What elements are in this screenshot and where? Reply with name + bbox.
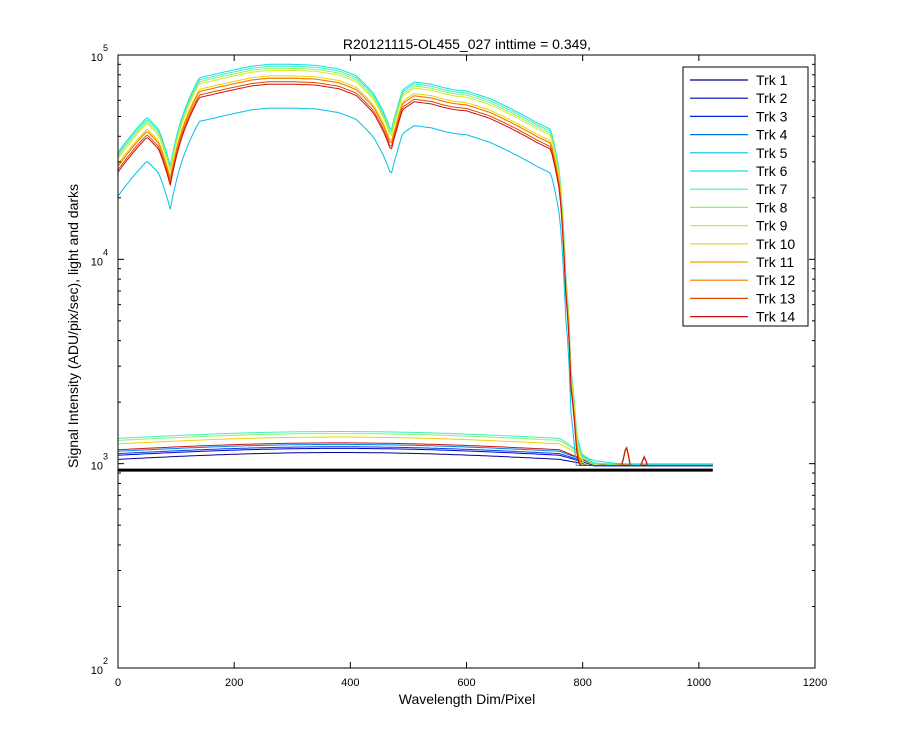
plot-area [117,63,713,472]
dark-track-line [117,431,713,465]
legend-label: Trk 14 [756,309,795,325]
legend-label: Trk 8 [756,199,788,215]
x-tick-label: 1200 [803,677,827,689]
legend-label: Trk 1 [756,72,788,88]
legend-box [682,66,809,327]
track-line-trk-6 [117,63,713,466]
y-tick-label-base: 10 [91,52,103,64]
y-tick-label-exponent: 4 [103,247,108,257]
x-tick-label: 1000 [687,677,711,689]
legend-label: Trk 3 [756,108,788,124]
legend: Trk 1 Trk 2 Trk 3 Trk 4 Trk 5 Trk 6 Trk 7 Trk 8… [682,66,809,327]
y-tick-label-exponent: 2 [103,656,108,666]
x-axis-label: Wavelength Dim/Pixel [399,691,535,707]
legend-label: Trk 7 [756,181,788,197]
y-tick-label-base: 10 [91,256,103,268]
legend-label: Trk 5 [756,145,788,161]
chart-title: R20121115-OL455_027 inttime = 0.349, [343,36,591,52]
legend-label: Trk 10 [756,236,795,252]
x-axis: 0 200 400 600 800 1000 1200 [115,55,827,689]
y-tick-label-exponent: 5 [103,43,108,53]
legend-label: Trk 13 [756,290,795,306]
x-tick-label: 200 [225,677,243,689]
legend-label: Trk 12 [756,272,795,288]
legend-label: Trk 4 [756,127,788,143]
legend-label: Trk 6 [756,163,788,179]
y-tick-label-base: 10 [91,461,103,473]
x-tick-label: 0 [115,677,121,689]
legend-label: Trk 9 [756,218,788,234]
legend-label: Trk 11 [756,254,794,270]
y-tick-label-base: 10 [91,665,103,677]
y-tick-label-exponent: 3 [103,452,108,462]
x-tick-label: 800 [573,677,591,689]
x-tick-label: 600 [457,677,475,689]
y-axis-label: Signal Intensity (ADU/pix/sec), light an… [65,184,81,468]
x-tick-label: 400 [341,677,359,689]
track-line-trk-14 [117,83,713,466]
legend-label: Trk 2 [756,90,788,106]
